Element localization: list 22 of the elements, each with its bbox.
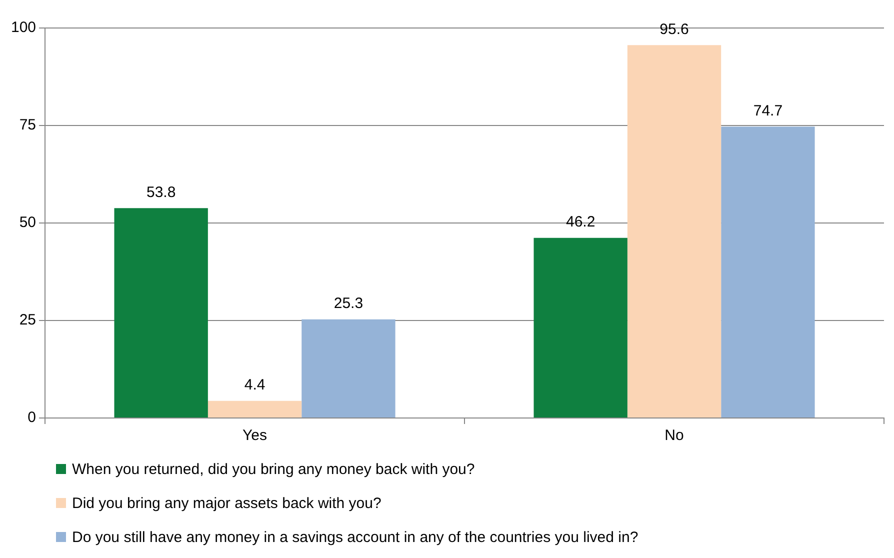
data-label: 95.6 bbox=[660, 20, 689, 38]
legend-label: Did you bring any major assets back with you? bbox=[72, 494, 382, 512]
y-tick-label: 25 bbox=[19, 312, 36, 329]
bar bbox=[534, 238, 628, 418]
x-tick-label: Yes bbox=[242, 427, 268, 444]
bar bbox=[302, 319, 396, 418]
data-label: 4.4 bbox=[244, 376, 266, 394]
bar bbox=[208, 400, 302, 418]
y-tick-label: 100 bbox=[10, 19, 36, 36]
bar bbox=[721, 126, 815, 418]
y-tick-label: 75 bbox=[19, 116, 36, 134]
data-label: 25.3 bbox=[334, 294, 364, 312]
x-tick-label: No bbox=[664, 427, 684, 444]
legend-label: Do you still have any money in a savings account in any of the countries you lived in? bbox=[72, 528, 638, 546]
bar bbox=[627, 45, 722, 418]
bar bbox=[114, 208, 208, 418]
data-label: 74.7 bbox=[753, 102, 783, 120]
y-tick-label: 0 bbox=[28, 409, 36, 426]
y-tick-label: 50 bbox=[19, 214, 36, 232]
legend-label: When you returned, did you bring any money back with you? bbox=[72, 460, 475, 478]
data-label: 46.2 bbox=[566, 213, 596, 230]
data-label: 53.8 bbox=[146, 184, 176, 201]
